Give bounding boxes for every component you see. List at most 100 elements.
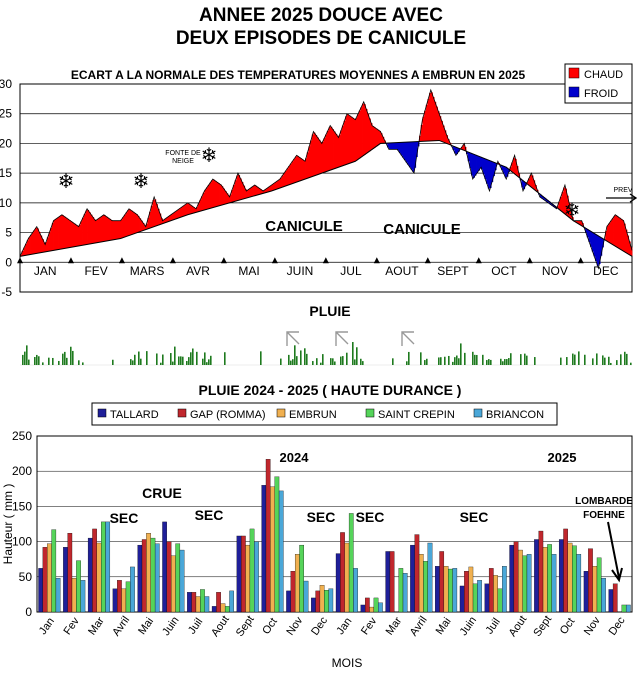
daily-rain-bar — [444, 356, 446, 365]
warm-anomaly-bar — [574, 220, 578, 223]
warm-anomaly-bar — [289, 163, 293, 185]
warm-anomaly-bar — [370, 123, 373, 150]
rain-bar — [270, 486, 275, 613]
cold-anomaly-bar — [457, 148, 460, 152]
daily-rain-bar — [290, 360, 292, 365]
rain-bar — [162, 521, 167, 613]
cold-anomaly-bar — [414, 141, 417, 168]
warm-anomaly-bar — [105, 216, 108, 242]
daily-rain-bar — [626, 353, 628, 365]
warm-anomaly-bar — [383, 140, 386, 144]
rain-legend-label: EMBRUN — [289, 409, 337, 421]
warm-anomaly-bar — [278, 179, 281, 189]
daily-rain-bar — [426, 358, 428, 365]
daily-rain-bar — [490, 359, 492, 365]
cold-anomaly-bar — [591, 232, 594, 252]
warm-anomaly-bar — [80, 221, 83, 246]
warm-anomaly-bar — [305, 158, 308, 179]
warm-anomaly-bar — [25, 243, 28, 256]
warm-anomaly-bar — [154, 199, 157, 227]
cold-anomaly-bar — [596, 235, 599, 266]
daily-rain-bar — [24, 351, 26, 365]
daily-rain-bar — [38, 356, 40, 365]
temp-month-label: AVR — [186, 264, 210, 278]
rain-bar — [274, 476, 280, 613]
rain-bar — [488, 568, 494, 613]
rain-y-tick-label: 0 — [25, 605, 32, 619]
warm-anomaly-bar — [325, 134, 328, 172]
warm-anomaly-bar — [301, 159, 304, 180]
cold-anomaly-bar — [484, 158, 487, 180]
daily-rain-bar — [420, 352, 422, 365]
warm-anomaly-bar — [300, 158, 303, 181]
warm-anomaly-bar — [132, 211, 135, 235]
rain-bar — [572, 545, 577, 613]
rain-bar — [414, 534, 420, 613]
warm-anomaly-bar — [202, 192, 205, 211]
rain-strip-marker — [335, 331, 349, 346]
fonte-label: FONTE DE — [165, 150, 201, 157]
warm-anomaly-bar — [427, 98, 430, 142]
cold-anomaly-bar — [553, 205, 556, 208]
warm-anomaly-bar — [135, 214, 138, 233]
warm-anomaly-bar — [93, 219, 96, 244]
warm-anomaly-bar — [41, 239, 44, 253]
warm-anomaly-bar — [221, 186, 224, 205]
daily-rain-bar — [520, 354, 522, 365]
daily-rain-bar — [186, 361, 188, 365]
rain-bar — [459, 585, 465, 613]
warm-anomaly-bar — [336, 136, 339, 168]
rain-month-label: Sept — [234, 614, 257, 639]
rain-bar — [592, 566, 598, 613]
warm-anomaly-bar — [115, 220, 118, 240]
warm-anomaly-bar — [445, 135, 448, 144]
rain-bar — [439, 551, 445, 613]
main-title-line1: ANNEE 2025 DOUCE AVEC — [199, 5, 443, 26]
rain-month-label: Mar — [86, 615, 107, 638]
warm-anomaly-bar — [564, 188, 568, 215]
warm-anomaly-bar — [147, 217, 150, 229]
cold-anomaly-bar — [387, 143, 390, 148]
rain-legend-swatch — [365, 408, 375, 418]
rain-bar — [261, 485, 267, 613]
rain-month-label: Aout — [209, 614, 232, 639]
daily-rain-bar — [354, 359, 356, 365]
rain-bar — [522, 555, 528, 613]
temp-month-label: MARS — [130, 264, 165, 278]
rain-bar — [179, 549, 185, 613]
cold-anomaly-bar — [455, 147, 459, 155]
rain-bar — [150, 537, 156, 613]
rain-bar — [373, 597, 379, 613]
daily-rain-bar — [132, 360, 134, 365]
rain-month-label: Juin — [160, 615, 181, 638]
rain-bar — [319, 585, 325, 613]
warm-anomaly-bar — [189, 204, 192, 215]
warm-anomaly-bar — [514, 158, 517, 175]
warm-anomaly-bar — [248, 189, 251, 198]
warm-anomaly-bar — [610, 220, 613, 244]
prev-arrow — [606, 193, 638, 203]
rain-bar — [166, 541, 172, 613]
warm-anomaly-bar — [194, 208, 197, 213]
rain-bar — [364, 597, 370, 613]
rain-bar — [596, 557, 602, 613]
daily-rain-bar — [352, 342, 354, 365]
warm-anomaly-bar — [191, 205, 194, 214]
daily-rain-bar — [280, 358, 282, 365]
rain-month-label: Jan — [334, 616, 354, 637]
cold-anomaly-bar — [548, 201, 551, 204]
temp-month-label: DEC — [593, 264, 619, 278]
cold-anomaly-bar — [588, 230, 591, 243]
rain-strip-marker — [401, 331, 415, 346]
rain-month-label: Oct — [260, 616, 280, 637]
warm-anomaly-bar — [283, 173, 286, 187]
snowflake-icon: ❄ — [133, 171, 150, 193]
cold-anomaly-bar — [403, 142, 407, 161]
warm-anomaly-bar — [367, 113, 370, 153]
rain-month-label: Mai — [136, 616, 156, 637]
warm-anomaly-bar — [35, 227, 38, 254]
temp-month-label: JAN — [34, 264, 57, 278]
cold-anomaly-bar — [398, 142, 402, 153]
warm-anomaly-bar — [78, 224, 81, 246]
